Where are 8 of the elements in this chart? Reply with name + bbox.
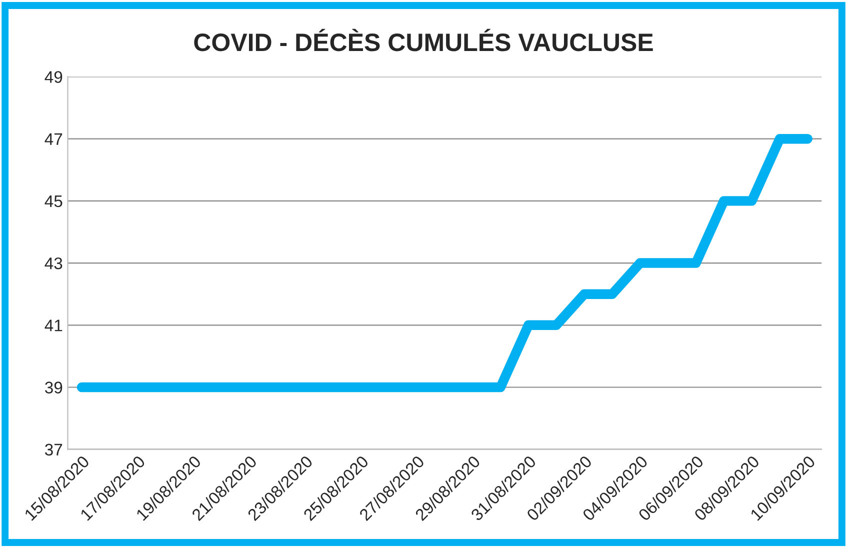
y-tick-label: 47 xyxy=(44,133,62,145)
y-tick-label: 39 xyxy=(45,382,62,394)
chart-title: COVID - DÉCÈS CUMULÉS VAUCLUSE xyxy=(194,28,653,52)
y-tick-label: 37 xyxy=(45,444,62,456)
y-tick-label: 41 xyxy=(44,320,62,332)
y-tick-label: 45 xyxy=(44,196,62,208)
y-tick-label: 43 xyxy=(44,257,62,270)
y-tick-label: 49 xyxy=(44,71,62,83)
